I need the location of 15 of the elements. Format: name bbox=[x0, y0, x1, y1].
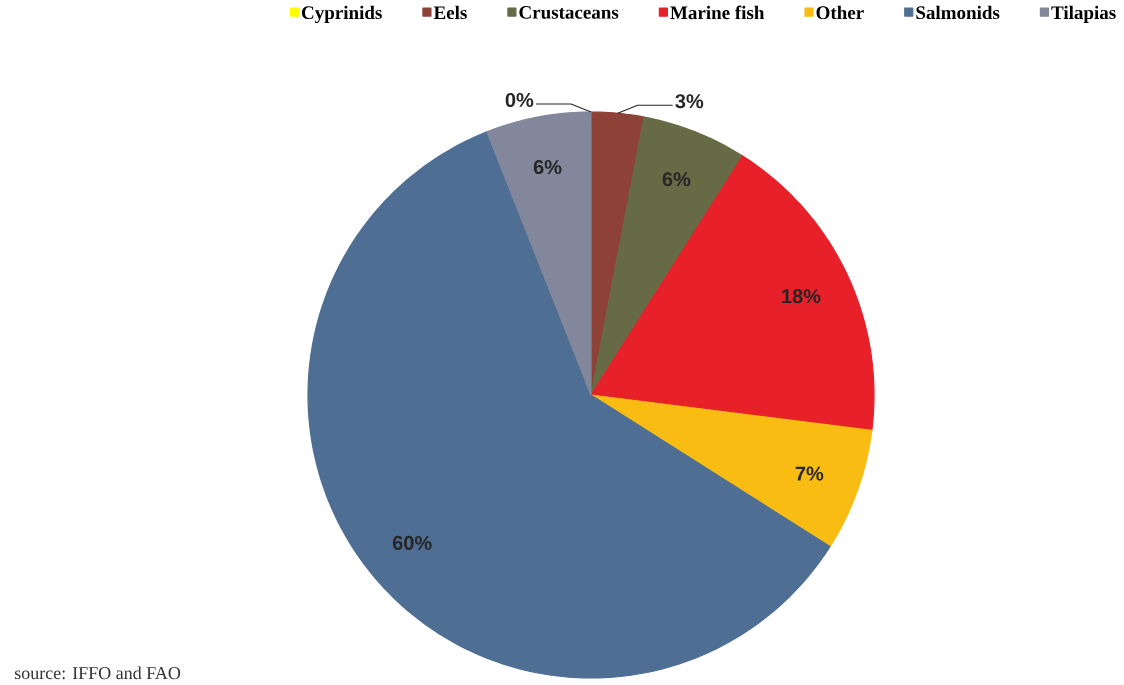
data-label: 18% bbox=[782, 289, 821, 304]
legend-label: Marine fish bbox=[670, 5, 765, 20]
legend-label: Other bbox=[816, 5, 864, 20]
source-note: source: IFFO and FAO bbox=[14, 666, 181, 680]
legend-label: Eels bbox=[433, 5, 467, 20]
data-label: 6% bbox=[533, 159, 562, 175]
legend-label: Cyprinids bbox=[301, 5, 382, 23]
legend-label: Tilapias bbox=[1051, 5, 1116, 23]
data-label: 60% bbox=[392, 535, 432, 550]
data-label: 6% bbox=[662, 172, 691, 187]
data-label: 7% bbox=[795, 466, 824, 481]
data-label: 3% bbox=[675, 94, 704, 109]
text: 0% bbox=[505, 92, 534, 108]
legend-label: Crustaceans bbox=[519, 6, 619, 19]
legend-label: Salmonids bbox=[916, 5, 1000, 20]
